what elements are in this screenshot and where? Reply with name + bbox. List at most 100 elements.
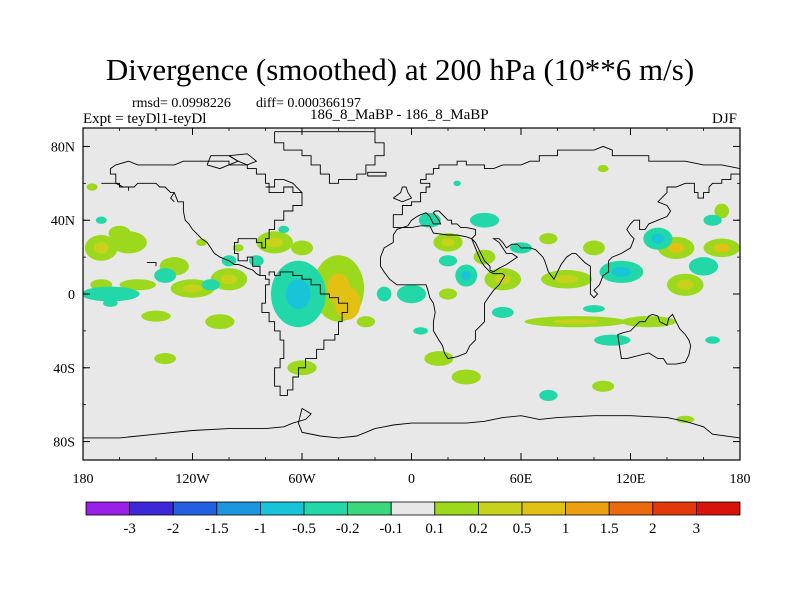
coastline — [392, 145, 740, 228]
colorbar-swatch — [172, 501, 218, 516]
contour-region — [86, 183, 98, 191]
contour-region — [141, 310, 171, 322]
contour-core — [286, 279, 311, 309]
coastline — [265, 179, 303, 193]
colorbar-label: -1 — [254, 521, 267, 537]
contour-region — [491, 306, 514, 318]
contour-region — [714, 203, 730, 219]
contour-core — [220, 274, 238, 285]
contour-core — [93, 242, 109, 254]
contour-core — [611, 266, 632, 277]
contour-region — [413, 327, 428, 335]
colorbar-swatch — [390, 501, 436, 516]
colorbar-swatch — [565, 501, 610, 516]
colorbar-label: -3 — [123, 521, 136, 537]
colorbar-label: 0.1 — [425, 521, 444, 537]
contour-region — [119, 279, 156, 291]
contour-region — [469, 212, 500, 228]
contour-region — [205, 314, 235, 330]
contour-region — [453, 180, 461, 187]
y-tick-label: 40S — [53, 362, 75, 377]
colorbar-label: -0.2 — [336, 521, 360, 537]
colorbar: -3 -2 -1.5 -1 -0.5 -0.2 -0.1 0.1 0.2 0.5 1 1.5 2 3 — [85, 501, 741, 537]
colorbar-swatch — [477, 501, 523, 516]
colorbar-label: 2 — [649, 521, 657, 537]
y-tick-label: 80S — [53, 436, 75, 451]
coastline — [83, 408, 312, 439]
x-tick-label: 60W — [288, 472, 316, 487]
contour-core — [555, 275, 579, 284]
contour-regions — [83, 164, 740, 424]
contour-region — [196, 238, 208, 247]
contour-region — [594, 334, 631, 346]
coastlines — [83, 131, 740, 439]
x-tick-label: 180 — [730, 472, 751, 487]
contour-region — [688, 257, 719, 276]
contour-core — [667, 242, 685, 253]
contour-region — [583, 305, 605, 313]
colorbar-swatch — [652, 501, 697, 516]
coastline — [274, 131, 385, 184]
contour-region — [110, 231, 147, 254]
x-tick-label: 120W — [175, 472, 210, 487]
coastline — [228, 153, 258, 166]
contour-region — [356, 316, 375, 328]
contour-core — [182, 284, 203, 293]
colorbar-label: 0.2 — [469, 521, 488, 537]
coastline — [101, 182, 130, 191]
colorbar-swatch — [85, 501, 130, 516]
colorbar-label: 1.5 — [600, 521, 619, 537]
experiment-label: Expt = teyDl1-teyDl — [83, 111, 207, 127]
contour-core — [677, 279, 694, 290]
rmsd-label: rmsd= 0.0998226 — [132, 96, 231, 111]
contour-region — [451, 369, 481, 385]
colorbar-swatch — [608, 501, 654, 516]
colorbar-swatch — [259, 501, 305, 516]
contour-core — [552, 319, 599, 325]
coastline — [393, 186, 413, 203]
contour-region — [676, 415, 695, 424]
contour-region — [539, 233, 558, 245]
contour-region — [583, 240, 605, 256]
colorbar-label: -1.5 — [205, 521, 229, 537]
x-tick-label: 60E — [510, 472, 533, 487]
contour-region — [376, 286, 392, 302]
coastline — [380, 225, 506, 360]
contour-region — [438, 255, 458, 267]
colorbar-label: 0.5 — [513, 521, 532, 537]
colorbar-label: -0.5 — [292, 521, 316, 537]
contour-region — [438, 288, 458, 300]
contour-region — [396, 284, 427, 304]
x-tick-label: 120E — [616, 472, 646, 487]
contour-region — [103, 299, 118, 307]
colorbar-label: 3 — [693, 521, 701, 537]
y-tick-label: 0 — [68, 288, 75, 303]
colorbar-label: 1 — [562, 521, 570, 537]
colorbar-swatch — [434, 501, 479, 516]
contour-region — [154, 268, 177, 283]
contour-region — [705, 336, 720, 344]
contour-core — [713, 243, 730, 253]
contour-region — [201, 279, 220, 291]
contour-region — [291, 240, 313, 256]
contour-core — [651, 233, 665, 244]
run-label: 186_8_MaBP - 186_8_MaBP — [310, 107, 489, 123]
coastline — [297, 408, 740, 439]
colorbar-swatch — [129, 501, 174, 516]
coastline — [367, 171, 387, 177]
contour-core — [266, 237, 283, 248]
coastline — [617, 313, 692, 365]
x-tick-label: 0 — [408, 472, 415, 487]
contour-region — [232, 244, 244, 252]
coastline — [210, 160, 349, 396]
y-tick-label: 80N — [51, 140, 75, 155]
colorbar-swatch — [347, 501, 392, 516]
coastline — [146, 262, 157, 267]
contour-region — [592, 380, 615, 392]
coastline — [393, 173, 740, 299]
contour-region — [424, 351, 454, 366]
contour-core — [441, 238, 455, 247]
colorbar-label: -2 — [167, 521, 180, 537]
colorbar-swatch — [696, 501, 741, 516]
